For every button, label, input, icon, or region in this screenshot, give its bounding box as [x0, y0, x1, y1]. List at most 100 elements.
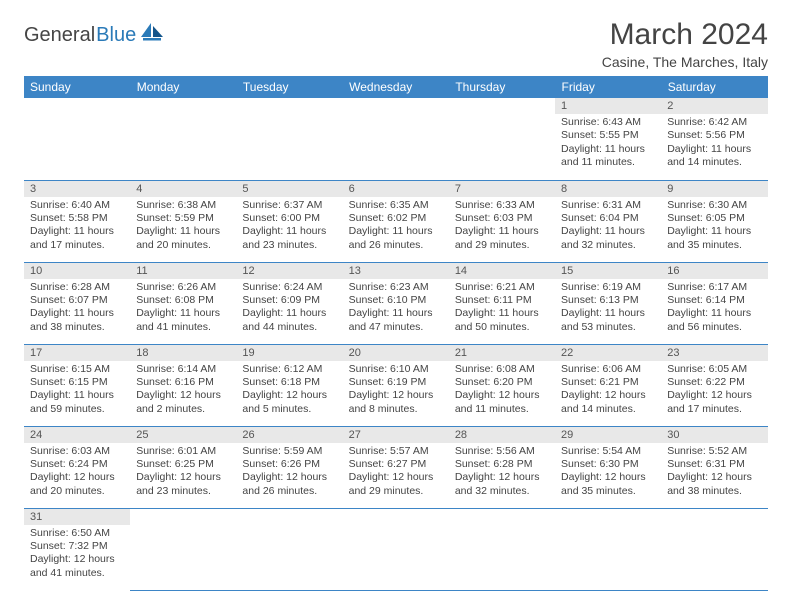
day-details: Sunrise: 6:33 AMSunset: 6:03 PMDaylight:…: [449, 197, 555, 257]
day-details: Sunrise: 6:31 AMSunset: 6:04 PMDaylight:…: [555, 197, 661, 257]
calendar-day-cell: [449, 508, 555, 590]
day-details: Sunrise: 5:56 AMSunset: 6:28 PMDaylight:…: [449, 443, 555, 503]
day-details: Sunrise: 6:40 AMSunset: 5:58 PMDaylight:…: [24, 197, 130, 257]
calendar-day-cell: [449, 98, 555, 180]
day-number: 21: [449, 345, 555, 361]
calendar-day-cell: 27Sunrise: 5:57 AMSunset: 6:27 PMDayligh…: [343, 426, 449, 508]
weekday-header: Friday: [555, 76, 661, 98]
day-number: 7: [449, 181, 555, 197]
calendar-day-cell: [236, 508, 342, 590]
day-number: 9: [661, 181, 767, 197]
day-details: Sunrise: 5:54 AMSunset: 6:30 PMDaylight:…: [555, 443, 661, 503]
calendar-week-row: 17Sunrise: 6:15 AMSunset: 6:15 PMDayligh…: [24, 344, 768, 426]
day-details: Sunrise: 6:06 AMSunset: 6:21 PMDaylight:…: [555, 361, 661, 421]
calendar-day-cell: [555, 508, 661, 590]
day-number: 28: [449, 427, 555, 443]
day-details: Sunrise: 6:08 AMSunset: 6:20 PMDaylight:…: [449, 361, 555, 421]
day-number: 24: [24, 427, 130, 443]
day-details: Sunrise: 6:28 AMSunset: 6:07 PMDaylight:…: [24, 279, 130, 339]
calendar-day-cell: 31Sunrise: 6:50 AMSunset: 7:32 PMDayligh…: [24, 508, 130, 590]
calendar-day-cell: 29Sunrise: 5:54 AMSunset: 6:30 PMDayligh…: [555, 426, 661, 508]
calendar-day-cell: 2Sunrise: 6:42 AMSunset: 5:56 PMDaylight…: [661, 98, 767, 180]
day-details: Sunrise: 6:01 AMSunset: 6:25 PMDaylight:…: [130, 443, 236, 503]
calendar-day-cell: 13Sunrise: 6:23 AMSunset: 6:10 PMDayligh…: [343, 262, 449, 344]
day-details: Sunrise: 5:52 AMSunset: 6:31 PMDaylight:…: [661, 443, 767, 503]
calendar-week-row: 31Sunrise: 6:50 AMSunset: 7:32 PMDayligh…: [24, 508, 768, 590]
weekday-header: Thursday: [449, 76, 555, 98]
calendar-week-row: 24Sunrise: 6:03 AMSunset: 6:24 PMDayligh…: [24, 426, 768, 508]
day-number: 2: [661, 98, 767, 114]
day-number: 31: [24, 509, 130, 525]
location-subtitle: Casine, The Marches, Italy: [602, 54, 768, 70]
day-number: 12: [236, 263, 342, 279]
calendar-day-cell: [661, 508, 767, 590]
day-details: Sunrise: 6:19 AMSunset: 6:13 PMDaylight:…: [555, 279, 661, 339]
day-number: 22: [555, 345, 661, 361]
weekday-header: Wednesday: [343, 76, 449, 98]
calendar-day-cell: 14Sunrise: 6:21 AMSunset: 6:11 PMDayligh…: [449, 262, 555, 344]
weekday-header: Tuesday: [236, 76, 342, 98]
calendar-day-cell: [343, 98, 449, 180]
calendar-day-cell: 17Sunrise: 6:15 AMSunset: 6:15 PMDayligh…: [24, 344, 130, 426]
day-details: Sunrise: 6:37 AMSunset: 6:00 PMDaylight:…: [236, 197, 342, 257]
day-number: 18: [130, 345, 236, 361]
day-number: 27: [343, 427, 449, 443]
day-details: Sunrise: 6:14 AMSunset: 6:16 PMDaylight:…: [130, 361, 236, 421]
calendar-day-cell: 15Sunrise: 6:19 AMSunset: 6:13 PMDayligh…: [555, 262, 661, 344]
day-details: Sunrise: 6:17 AMSunset: 6:14 PMDaylight:…: [661, 279, 767, 339]
day-details: Sunrise: 6:23 AMSunset: 6:10 PMDaylight:…: [343, 279, 449, 339]
day-number: 3: [24, 181, 130, 197]
day-number: 13: [343, 263, 449, 279]
calendar-day-cell: 26Sunrise: 5:59 AMSunset: 6:26 PMDayligh…: [236, 426, 342, 508]
calendar-day-cell: [130, 98, 236, 180]
calendar-day-cell: 7Sunrise: 6:33 AMSunset: 6:03 PMDaylight…: [449, 180, 555, 262]
day-number: 19: [236, 345, 342, 361]
calendar-day-cell: [24, 98, 130, 180]
calendar-day-cell: 12Sunrise: 6:24 AMSunset: 6:09 PMDayligh…: [236, 262, 342, 344]
day-number: 17: [24, 345, 130, 361]
day-details: Sunrise: 6:42 AMSunset: 5:56 PMDaylight:…: [661, 114, 767, 174]
calendar-day-cell: 11Sunrise: 6:26 AMSunset: 6:08 PMDayligh…: [130, 262, 236, 344]
day-details: Sunrise: 6:03 AMSunset: 6:24 PMDaylight:…: [24, 443, 130, 503]
calendar-week-row: 1Sunrise: 6:43 AMSunset: 5:55 PMDaylight…: [24, 98, 768, 180]
day-details: Sunrise: 6:21 AMSunset: 6:11 PMDaylight:…: [449, 279, 555, 339]
sailboat-icon: [141, 23, 163, 46]
day-number: 1: [555, 98, 661, 114]
weekday-header: Sunday: [24, 76, 130, 98]
logo-text-blue: Blue: [96, 24, 136, 47]
calendar-day-cell: [130, 508, 236, 590]
day-number: 30: [661, 427, 767, 443]
calendar-table: Sunday Monday Tuesday Wednesday Thursday…: [24, 76, 768, 591]
weekday-header: Monday: [130, 76, 236, 98]
month-title: March 2024: [602, 18, 768, 52]
day-number: 10: [24, 263, 130, 279]
calendar-day-cell: 5Sunrise: 6:37 AMSunset: 6:00 PMDaylight…: [236, 180, 342, 262]
day-number: 15: [555, 263, 661, 279]
calendar-day-cell: 1Sunrise: 6:43 AMSunset: 5:55 PMDaylight…: [555, 98, 661, 180]
day-number: 25: [130, 427, 236, 443]
calendar-day-cell: 18Sunrise: 6:14 AMSunset: 6:16 PMDayligh…: [130, 344, 236, 426]
day-number: 11: [130, 263, 236, 279]
day-details: Sunrise: 5:59 AMSunset: 6:26 PMDaylight:…: [236, 443, 342, 503]
calendar-day-cell: 10Sunrise: 6:28 AMSunset: 6:07 PMDayligh…: [24, 262, 130, 344]
day-number: 20: [343, 345, 449, 361]
day-details: Sunrise: 6:26 AMSunset: 6:08 PMDaylight:…: [130, 279, 236, 339]
calendar-day-cell: 25Sunrise: 6:01 AMSunset: 6:25 PMDayligh…: [130, 426, 236, 508]
day-details: Sunrise: 6:05 AMSunset: 6:22 PMDaylight:…: [661, 361, 767, 421]
calendar-day-cell: 28Sunrise: 5:56 AMSunset: 6:28 PMDayligh…: [449, 426, 555, 508]
calendar-week-row: 3Sunrise: 6:40 AMSunset: 5:58 PMDaylight…: [24, 180, 768, 262]
day-number: 4: [130, 181, 236, 197]
calendar-day-cell: [343, 508, 449, 590]
calendar-page: General Blue March 2024 Casine, The Marc…: [0, 0, 792, 612]
calendar-day-cell: 6Sunrise: 6:35 AMSunset: 6:02 PMDaylight…: [343, 180, 449, 262]
day-details: Sunrise: 6:38 AMSunset: 5:59 PMDaylight:…: [130, 197, 236, 257]
calendar-day-cell: 8Sunrise: 6:31 AMSunset: 6:04 PMDaylight…: [555, 180, 661, 262]
logo-text-dark: General: [24, 24, 95, 47]
calendar-day-cell: 21Sunrise: 6:08 AMSunset: 6:20 PMDayligh…: [449, 344, 555, 426]
day-details: Sunrise: 6:43 AMSunset: 5:55 PMDaylight:…: [555, 114, 661, 174]
day-number: 6: [343, 181, 449, 197]
calendar-day-cell: 30Sunrise: 5:52 AMSunset: 6:31 PMDayligh…: [661, 426, 767, 508]
calendar-day-cell: 20Sunrise: 6:10 AMSunset: 6:19 PMDayligh…: [343, 344, 449, 426]
weekday-header-row: Sunday Monday Tuesday Wednesday Thursday…: [24, 76, 768, 98]
day-details: Sunrise: 6:15 AMSunset: 6:15 PMDaylight:…: [24, 361, 130, 421]
